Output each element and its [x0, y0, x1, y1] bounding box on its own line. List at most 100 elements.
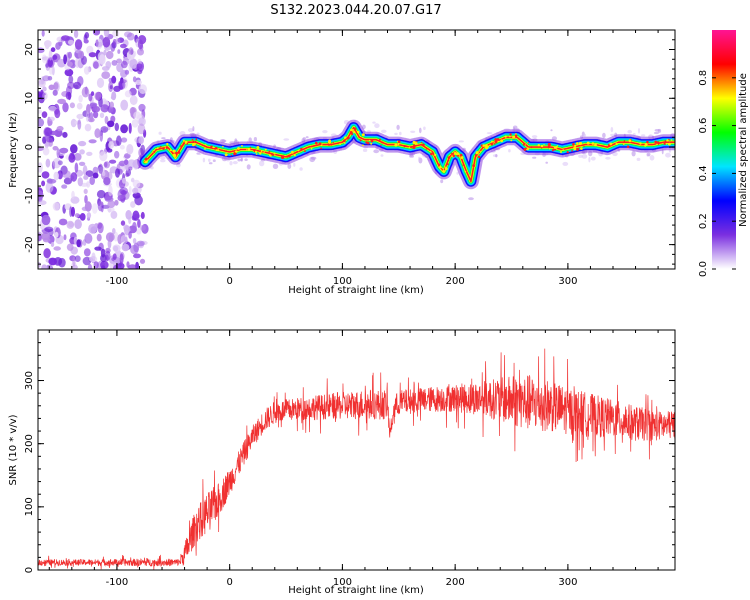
noise-blob	[105, 61, 112, 69]
signal-speck	[580, 147, 583, 150]
snr-marks	[38, 348, 675, 570]
signal-halo	[246, 164, 251, 170]
signal-speck	[549, 148, 551, 150]
x-tick-label: 0	[226, 276, 232, 287]
noise-blob	[132, 210, 140, 221]
signal-speck	[644, 142, 648, 146]
noise-blob	[108, 185, 113, 197]
noise-blob	[52, 89, 58, 96]
signal-halo	[309, 156, 316, 163]
signal-speck	[349, 131, 353, 134]
noise-blob	[119, 144, 125, 150]
signal-halo	[631, 150, 636, 157]
signal-speck	[457, 155, 460, 157]
signal-speck	[256, 146, 260, 149]
signal-speck	[566, 151, 569, 154]
noise-blob	[53, 82, 59, 90]
noise-blob	[101, 71, 111, 79]
noise-blob	[119, 187, 128, 195]
signal-halo	[590, 156, 596, 161]
signal-speck	[222, 145, 224, 148]
noise-blob	[95, 39, 99, 47]
noise-blob	[96, 190, 106, 199]
signal-speck	[609, 142, 613, 146]
colorbar-gradient	[712, 30, 736, 269]
signal-speck	[194, 140, 197, 143]
signal-speck	[410, 146, 412, 149]
signal-speck	[615, 142, 618, 146]
signal-speck	[440, 168, 442, 171]
noise-blob	[132, 76, 137, 83]
noise-blob	[129, 95, 138, 106]
colorbar-tick-label: 0.2	[698, 213, 709, 229]
signal-halo	[244, 158, 248, 161]
signal-halo	[399, 131, 402, 136]
noise-blob	[78, 95, 83, 103]
signal-speck	[522, 143, 526, 146]
signal-halo	[508, 149, 511, 153]
noise-blob	[129, 58, 138, 69]
noise-blob	[109, 101, 114, 109]
noise-blob	[105, 232, 115, 242]
noise-blob	[38, 146, 44, 152]
signal-halo	[637, 128, 641, 134]
signal-speck	[657, 143, 660, 145]
signal-halo	[468, 197, 474, 201]
signal-halo	[302, 137, 306, 141]
signal-speck	[380, 144, 382, 147]
signal-halo	[513, 125, 517, 128]
signal-halo	[240, 157, 243, 162]
noise-blob	[113, 231, 119, 242]
signal-speck	[362, 144, 364, 147]
signal-speck	[459, 153, 463, 157]
signal-speck	[191, 138, 194, 141]
noise-blob	[132, 179, 141, 188]
noise-blob	[41, 180, 46, 187]
noise-blob	[112, 228, 116, 234]
signal-speck	[361, 133, 365, 137]
noise-blob	[38, 142, 41, 147]
colorbar-label: Normalized spectral amplitude	[738, 73, 749, 227]
signal-speck	[397, 142, 400, 146]
noise-blob	[114, 150, 120, 159]
noise-blob	[86, 151, 93, 156]
noise-blob	[77, 177, 84, 187]
noise-blob	[99, 112, 105, 119]
signal-halo	[610, 126, 614, 133]
snr-ylabel: SNR (10 * v/v)	[8, 414, 19, 485]
signal-speck	[332, 141, 334, 144]
noise-blob	[56, 125, 64, 132]
signal-speck	[215, 149, 218, 152]
noise-blob	[115, 168, 120, 178]
signal-speck	[447, 163, 449, 166]
signal-speck	[177, 151, 181, 154]
noise-blob	[133, 253, 141, 259]
signal-speck	[359, 139, 362, 142]
noise-blob	[53, 246, 61, 251]
signal-halo	[545, 161, 548, 164]
noise-blob	[102, 36, 111, 48]
noise-blob	[42, 86, 47, 92]
signal-speck	[626, 145, 630, 148]
snr-series-line	[38, 348, 675, 570]
noise-blob	[137, 219, 141, 228]
signal-speck	[344, 136, 347, 139]
signal-halo	[192, 126, 195, 132]
signal-speck	[666, 139, 669, 142]
noise-blob	[140, 211, 145, 220]
signal-speck	[329, 143, 333, 146]
noise-blob	[76, 113, 84, 120]
noise-blob	[116, 135, 122, 146]
noise-blob	[114, 38, 121, 45]
noise-blob	[73, 236, 78, 245]
noise-blob	[77, 119, 82, 130]
signal-speck	[166, 142, 169, 146]
noise-blob	[104, 115, 109, 125]
signal-speck	[482, 144, 486, 147]
signal-speck	[462, 164, 464, 166]
noise-blob	[126, 32, 135, 41]
noise-blob	[128, 47, 134, 55]
snr-panel: -100 0 100 200 300 0 100 200 300 Height of strai…	[8, 329, 676, 596]
